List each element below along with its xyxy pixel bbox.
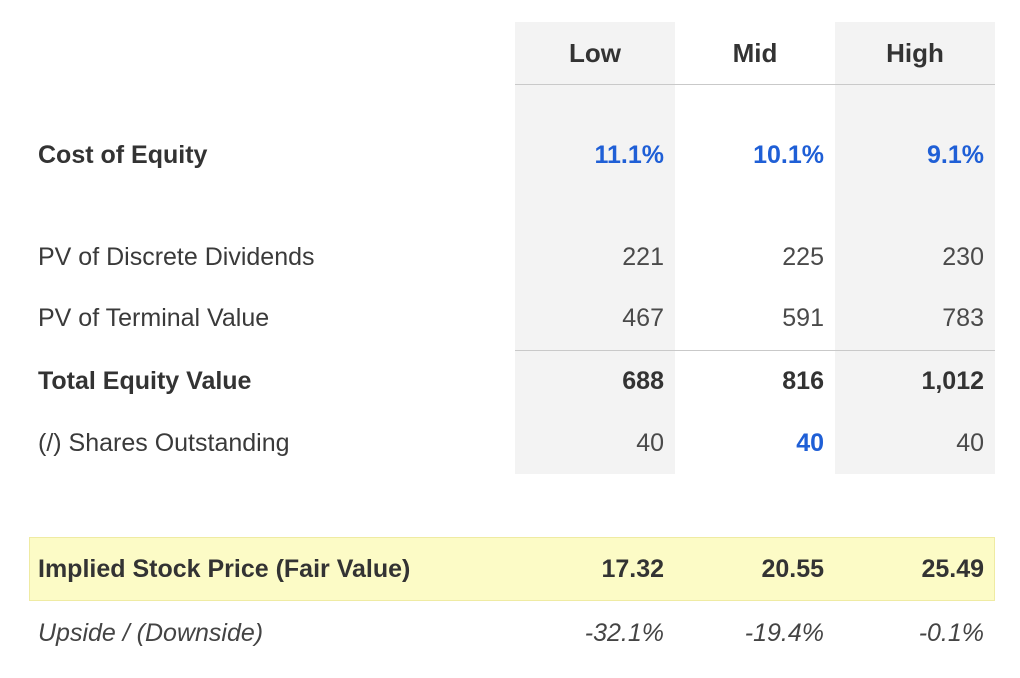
header-divider	[515, 84, 995, 85]
pv-terminal-high: 783	[942, 304, 984, 332]
pv-dividends-mid: 225	[782, 243, 824, 271]
row-label: (/) Shares Outstanding	[38, 429, 290, 457]
column-header-mid: Mid	[732, 38, 778, 68]
total-equity-high: 1,012	[921, 367, 984, 395]
cost-of-equity-mid: 10.1%	[753, 141, 824, 169]
pv-terminal-low: 467	[622, 304, 664, 332]
upside-row: Upside / (Downside) -32.1% -19.4% -0.1%	[0, 613, 1020, 653]
row-label: Upside / (Downside)	[38, 619, 264, 647]
shares-outstanding-row: (/) Shares Outstanding 40 40 40	[0, 423, 1020, 463]
row-label: PV of Terminal Value	[38, 304, 270, 332]
total-equity-row: Total Equity Value 688 816 1,012	[0, 361, 1020, 401]
cost-of-equity-row: Cost of Equity 11.1% 10.1% 9.1%	[0, 135, 1020, 175]
low-column-shade	[515, 22, 675, 474]
upside-mid: -19.4%	[744, 619, 824, 647]
cost-of-equity-high: 9.1%	[927, 141, 984, 169]
implied-price-mid: 20.55	[761, 555, 824, 583]
upside-high: -0.1%	[918, 619, 984, 647]
column-header-low: Low	[569, 38, 621, 68]
implied-price-row: Implied Stock Price (Fair Value) 17.32 2…	[0, 549, 1020, 589]
total-equity-mid: 816	[782, 367, 824, 395]
row-label: Cost of Equity	[38, 141, 208, 169]
row-label: PV of Discrete Dividends	[38, 243, 315, 271]
shares-mid: 40	[796, 429, 824, 457]
shares-high: 40	[956, 429, 984, 457]
pv-terminal-mid: 591	[782, 304, 824, 332]
shares-low: 40	[636, 429, 664, 457]
pv-dividends-row: PV of Discrete Dividends 221 225 230	[0, 237, 1020, 277]
pv-dividends-low: 221	[622, 243, 664, 271]
implied-price-high: 25.49	[921, 555, 984, 583]
row-label: Total Equity Value	[38, 367, 252, 395]
implied-price-low: 17.32	[601, 555, 664, 583]
subtotal-divider	[515, 350, 995, 351]
pv-dividends-high: 230	[942, 243, 984, 271]
pv-terminal-row: PV of Terminal Value 467 591 783	[0, 298, 1020, 338]
upside-low: -32.1%	[584, 619, 664, 647]
total-equity-low: 688	[622, 367, 664, 395]
cost-of-equity-low: 11.1%	[594, 141, 664, 169]
high-column-shade	[835, 22, 995, 474]
column-header-high: High	[886, 38, 944, 68]
implied-price-highlight	[29, 537, 995, 601]
row-label: Implied Stock Price (Fair Value)	[38, 555, 411, 583]
